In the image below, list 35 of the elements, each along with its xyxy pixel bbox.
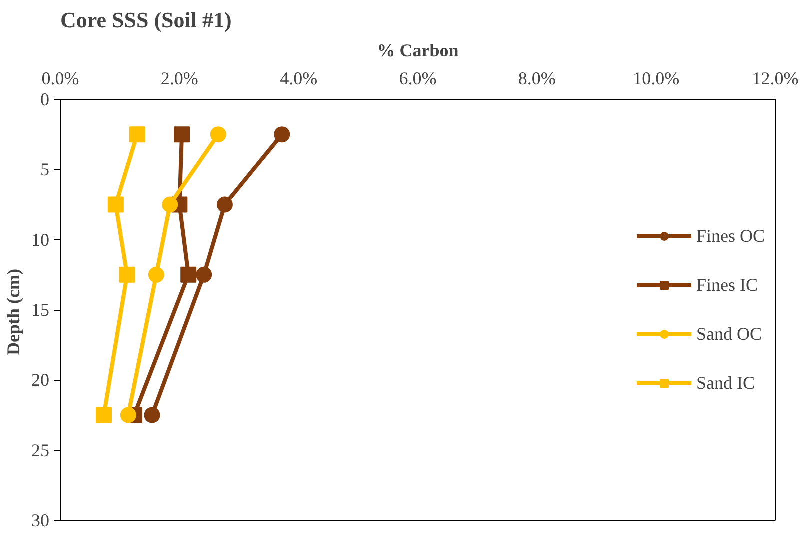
point	[180, 266, 197, 283]
point	[148, 266, 164, 283]
x-axis-title: % Carbon	[377, 40, 459, 60]
point	[162, 196, 178, 213]
y-tick-label: 30	[32, 510, 50, 530]
point	[274, 126, 290, 143]
point	[108, 196, 124, 213]
point	[144, 407, 160, 424]
point	[196, 266, 212, 283]
chart-title: Core SSS (Soil #1)	[60, 8, 232, 32]
point	[120, 407, 136, 424]
point	[96, 407, 112, 424]
y-axis-title: Depth (cm)	[4, 269, 24, 356]
y-tick-label: 25	[32, 440, 50, 460]
point	[210, 126, 226, 143]
point	[174, 126, 190, 143]
legend-label: Sand IC	[696, 372, 755, 394]
x-tick-label: 6.0%	[399, 68, 437, 88]
legend-label: Sand OC	[696, 324, 762, 344]
x-tick-label: 10.0%	[633, 68, 680, 88]
x-tick-label: 0.0%	[42, 68, 80, 88]
y-tick-label: 20	[32, 370, 50, 390]
x-tick-label: 2.0%	[160, 68, 198, 88]
legend-label: Fines IC	[696, 274, 758, 296]
point	[119, 266, 136, 283]
y-tick-label: 5	[40, 160, 50, 180]
x-tick-label: 4.0%	[280, 68, 318, 88]
point	[129, 126, 146, 143]
point	[216, 196, 233, 213]
x-tick-label: 12.0%	[752, 68, 799, 88]
x-tick-label: 8.0%	[518, 68, 556, 88]
y-tick-label: 15	[32, 300, 50, 320]
legend-label: Fines OC	[696, 226, 765, 246]
y-tick-label: 10	[32, 230, 50, 250]
y-tick-label: 0	[40, 90, 50, 110]
